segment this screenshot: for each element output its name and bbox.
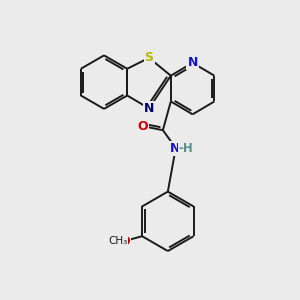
Text: N: N	[188, 56, 198, 69]
Text: N: N	[169, 142, 180, 154]
Text: -H: -H	[178, 142, 193, 154]
Text: O: O	[138, 120, 148, 133]
Text: CH₃: CH₃	[108, 236, 128, 246]
Text: N: N	[144, 102, 154, 115]
Text: S: S	[145, 51, 154, 64]
Text: O: O	[119, 235, 130, 248]
